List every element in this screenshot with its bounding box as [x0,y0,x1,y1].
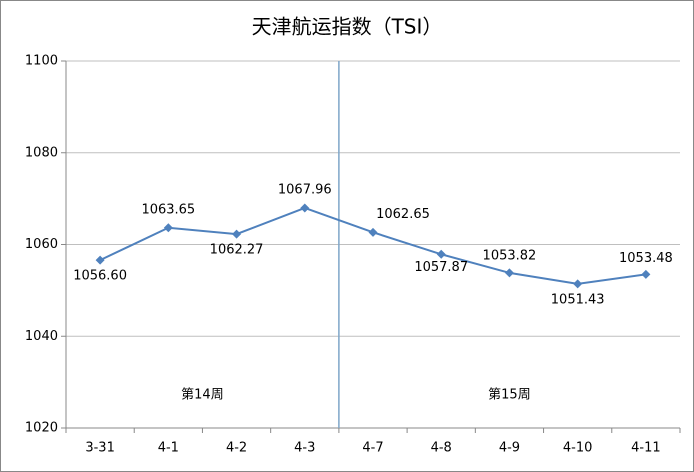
data-label: 1053.48 [619,251,673,266]
chart-title: 天津航运指数（TSI） [252,15,443,39]
marker [504,268,514,278]
annotation: 第15周 [488,388,531,403]
x-tick-label: 4-2 [226,441,247,456]
x-tick-label: 4-10 [563,441,593,456]
data-label: 1056.60 [73,269,127,284]
marker [573,279,583,289]
marker [436,249,446,259]
x-tick-label: 3-31 [85,441,115,456]
x-tick-label: 4-3 [294,441,315,456]
x-tick-label: 4-11 [631,441,661,456]
data-label: 1063.65 [141,202,195,217]
marker [232,229,242,239]
marker [641,269,651,279]
data-label: 1062.65 [376,207,430,222]
marker [163,223,173,233]
annotation: 第14周 [181,388,224,403]
y-tick-label: 1060 [25,237,58,252]
y-tick-label: 1080 [25,145,58,160]
marker [300,203,310,213]
x-tick-label: 4-7 [362,441,383,456]
data-label: 1067.96 [278,182,332,197]
data-label: 1051.43 [551,292,605,307]
data-label: 1057.87 [414,260,468,275]
y-tick-label: 1040 [25,329,58,344]
marker [368,227,378,237]
x-tick-label: 4-9 [499,441,520,456]
y-tick-label: 1100 [25,54,58,69]
data-label: 1062.27 [210,243,264,258]
x-tick-label: 4-1 [158,441,179,456]
x-tick-label: 4-8 [431,441,452,456]
y-tick-label: 1020 [25,421,58,436]
data-label: 1053.82 [483,248,537,263]
marker [95,255,105,265]
